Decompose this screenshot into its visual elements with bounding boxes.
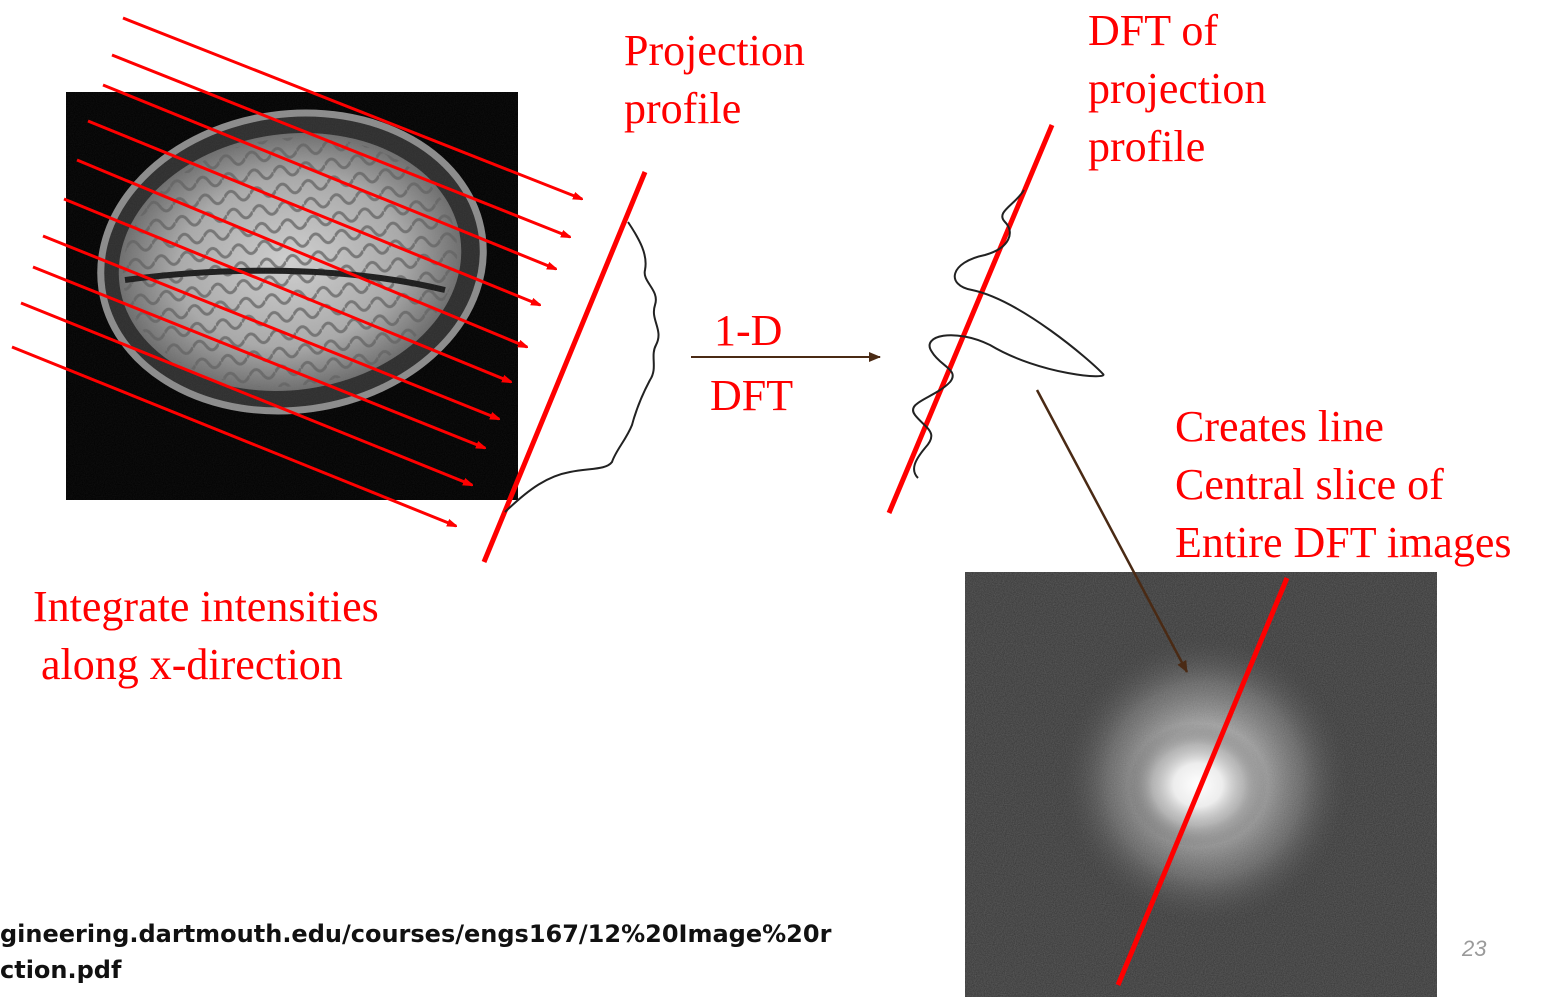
slice-pointer-arrow	[1035, 389, 1189, 673]
projection-ray	[32, 265, 485, 450]
brain-mri-image	[66, 92, 518, 500]
projection-ray	[20, 301, 472, 487]
projection-ray	[87, 119, 540, 307]
dft-profile-curve	[912, 189, 1105, 479]
page-number: 23	[1462, 936, 1487, 961]
projection-ray	[111, 53, 570, 239]
source-url: gineering.dartmouth.edu/courses/engs167/…	[0, 920, 832, 984]
central-slice-line	[1115, 577, 1290, 986]
dft-axis-line	[886, 124, 1055, 514]
projection-ray	[122, 16, 582, 201]
projection-ray	[102, 83, 556, 271]
dft-of-projection-label: DFT of projection profile	[1088, 6, 1267, 171]
projection-rays	[11, 16, 582, 528]
dft-arrow-label-top: 1-D	[714, 306, 783, 355]
integrate-intensities-label: Integrate intensities along x-direction	[33, 582, 379, 689]
projection-profile-curve	[504, 221, 660, 513]
projection-profile-label: Projection profile	[624, 26, 805, 133]
projection-ray	[42, 234, 499, 421]
creates-line-label: Creates line Central slice of Entire DFT…	[1175, 402, 1512, 567]
projection-ray	[11, 345, 456, 528]
projection-ray	[63, 197, 511, 384]
projection-ray	[76, 158, 527, 349]
dft-arrow-label-bottom: DFT	[710, 371, 794, 420]
projection-axis-line	[481, 171, 648, 563]
